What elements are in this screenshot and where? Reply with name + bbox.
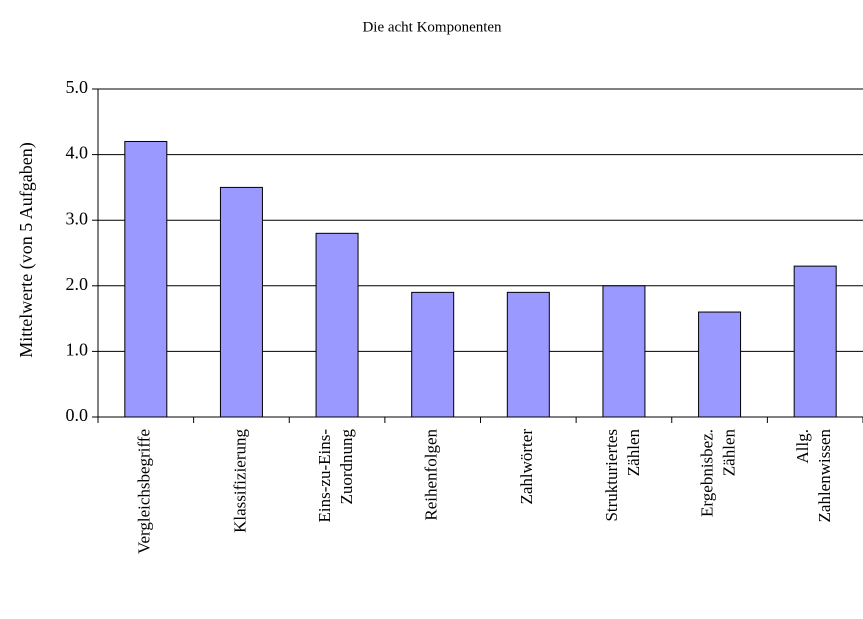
bar (124, 140, 168, 418)
x-tick-label: Zahlwörter (517, 429, 536, 505)
bar (411, 291, 455, 418)
bar (793, 265, 837, 418)
y-tick-label: 3.0 (66, 208, 89, 228)
y-tick-label: 1.0 (66, 340, 89, 360)
x-tick-label: Zählen (624, 429, 643, 477)
x-tick-label: Strukturiertes (602, 429, 621, 522)
x-tick-label: Zählen (719, 429, 738, 477)
chart-title: Die acht Komponenten (362, 19, 502, 35)
bar (698, 311, 742, 418)
x-tick-label: Allg. (793, 429, 812, 463)
y-tick-label: 2.0 (66, 274, 89, 294)
x-tick-label: Vergleichsbegriffe (135, 429, 154, 554)
y-axis-label: Mittelwerte (von 5 Aufgaben) (16, 142, 37, 357)
x-tick-label: Ergebnisbez. (697, 429, 716, 517)
y-tick-label: 5.0 (66, 77, 89, 97)
x-tick-label: Klassifizierung (230, 429, 249, 533)
y-tick-label: 0.0 (66, 405, 89, 425)
bar (506, 291, 550, 418)
x-tick-label: Eins-zu-Eins- (315, 429, 334, 523)
bar (219, 186, 263, 418)
bar (602, 285, 646, 418)
bar (315, 232, 359, 418)
x-tick-label: Zahlenwissen (815, 429, 834, 523)
x-tick-label: Reihenfolgen (422, 429, 441, 521)
x-tick-label: Zuordnung (337, 429, 356, 505)
y-tick-label: 4.0 (66, 143, 89, 163)
